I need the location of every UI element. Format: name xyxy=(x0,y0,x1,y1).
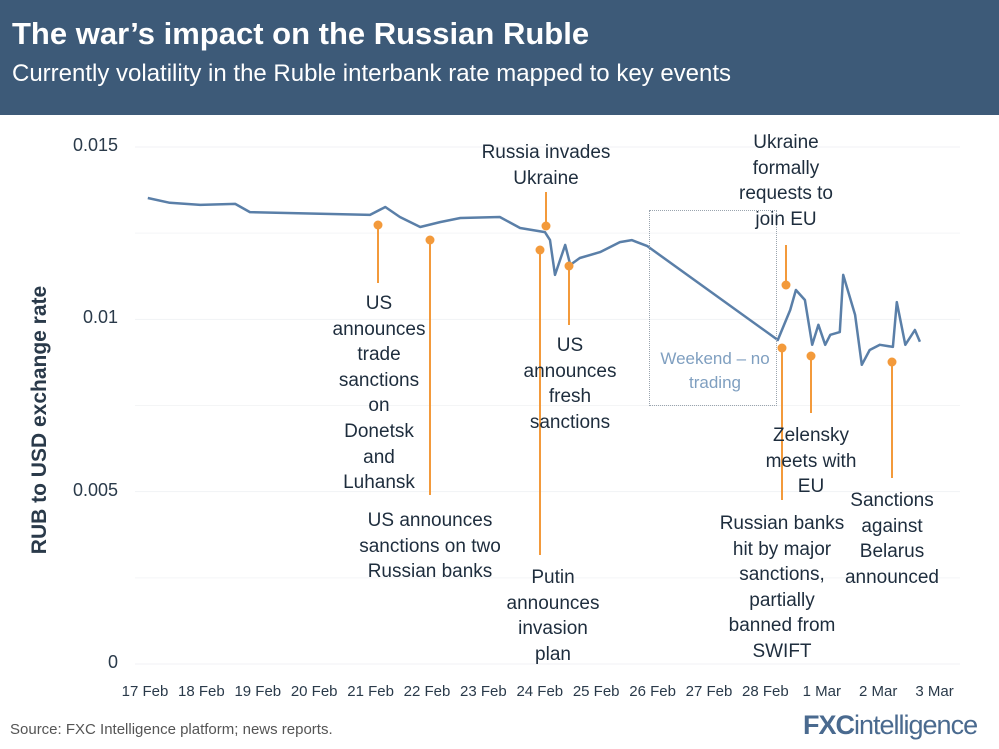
annotation-label: US announces fresh sanctions xyxy=(523,335,617,433)
annotation-label: Zelensky meets with EU xyxy=(765,425,857,498)
annotation-label: US announces sanctions on two Russian ba… xyxy=(359,510,501,583)
x-tick-label: 17 Feb xyxy=(121,683,169,700)
x-tick-label: 27 Feb xyxy=(685,683,733,700)
header: The war’s impact on the Russian Ruble Cu… xyxy=(0,0,999,115)
annotation-label: Ukraine formally requests to join EU xyxy=(739,132,833,230)
y-tick-label: 0.015 xyxy=(72,135,118,155)
x-tick-label: 22 Feb xyxy=(403,683,451,700)
annotation-marker xyxy=(373,220,383,230)
y-axis-title: RUB to USD exchange rate xyxy=(28,285,51,555)
series-line-rub-usd xyxy=(147,196,922,367)
x-tick-label: 28 Feb xyxy=(742,683,789,700)
weekend-box xyxy=(649,210,777,406)
x-tick-label: 2 Mar xyxy=(859,683,898,700)
annotation-marker xyxy=(535,245,545,255)
annotation-marker xyxy=(806,351,816,361)
annotation-label: Sanctions against Belarus announced xyxy=(844,490,940,588)
x-tick-label: 18 Feb xyxy=(178,683,225,700)
annotation-marker xyxy=(781,280,791,290)
annotation-label: Russia invades Ukraine xyxy=(481,142,611,189)
chart-title: The war’s impact on the Russian Ruble xyxy=(12,16,590,51)
x-tick-label: 20 Feb xyxy=(290,683,338,700)
annotation-marker xyxy=(777,343,787,353)
x-tick-label: 24 Feb xyxy=(516,683,564,700)
y-tick-label: 0.01 xyxy=(82,307,118,328)
annotation-label: US announces trade sanctions on Donetsk … xyxy=(332,293,426,494)
logo-part: FXC xyxy=(803,710,855,740)
x-tick-label: 25 Feb xyxy=(572,683,620,700)
x-tick-label: 23 Feb xyxy=(460,683,507,700)
chart-subtitle: Currently volatility in the Ruble interb… xyxy=(12,60,732,87)
x-tick-label: 26 Feb xyxy=(629,683,676,700)
x-tick-label: 21 Feb xyxy=(347,683,394,700)
logo-part: intelligence xyxy=(854,710,978,740)
x-tick-label: 19 Feb xyxy=(234,683,282,700)
annotation-marker xyxy=(887,357,897,367)
source-note: Source: FXC Intelligence platform; news … xyxy=(10,721,333,738)
annotation-marker xyxy=(541,221,551,231)
x-tick-label: 3 Mar xyxy=(915,683,954,700)
annotation-label: Russian banks hit by major sanctions, pa… xyxy=(719,513,845,662)
annotation-label: Putin announces invasion plan xyxy=(506,567,600,665)
x-tick-label: 1 Mar xyxy=(802,683,841,700)
y-tick-label: 0.005 xyxy=(72,479,118,500)
weekend-note: Weekend – no trading xyxy=(660,349,770,392)
fxc-logo: FXCintelligence xyxy=(803,710,978,741)
annotation-marker xyxy=(425,235,435,245)
annotation-marker xyxy=(564,261,574,271)
y-tick-label: 0 xyxy=(107,652,118,672)
